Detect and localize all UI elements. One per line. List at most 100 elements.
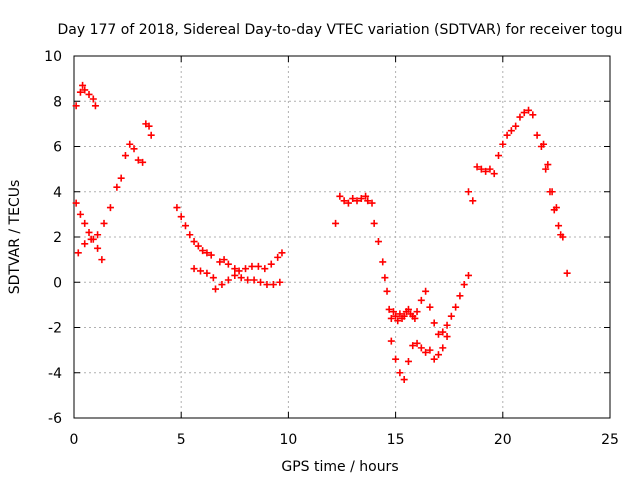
data-point <box>224 276 232 284</box>
data-point <box>464 271 472 279</box>
data-point <box>533 131 541 139</box>
data-point <box>134 156 142 164</box>
data-points <box>72 81 571 384</box>
grid <box>74 56 610 418</box>
data-point <box>254 262 262 270</box>
data-point <box>400 312 408 320</box>
data-point <box>100 219 108 227</box>
data-point <box>396 310 404 318</box>
data-point <box>544 161 552 169</box>
data-point <box>278 249 286 257</box>
data-point <box>173 204 181 212</box>
data-point <box>121 152 129 160</box>
data-point <box>147 131 155 139</box>
data-point <box>409 342 417 350</box>
data-point <box>439 344 447 352</box>
data-point <box>98 256 106 264</box>
data-point <box>203 249 211 257</box>
data-point <box>190 238 198 246</box>
data-point <box>404 357 412 365</box>
data-point <box>250 276 258 284</box>
data-point <box>456 292 464 300</box>
data-point <box>413 308 421 316</box>
data-point <box>81 86 89 94</box>
data-point <box>76 210 84 218</box>
data-point <box>392 312 400 320</box>
data-point <box>396 369 404 377</box>
data-point <box>87 235 95 243</box>
data-point <box>379 258 387 266</box>
data-point <box>263 281 271 289</box>
data-point <box>276 278 284 286</box>
y-tick-label: 8 <box>53 94 62 110</box>
data-point <box>130 145 138 153</box>
data-point <box>194 242 202 250</box>
data-point <box>231 265 239 273</box>
data-point <box>181 222 189 230</box>
data-point <box>190 265 198 273</box>
data-point <box>387 314 395 322</box>
data-point <box>404 305 412 313</box>
data-point <box>203 269 211 277</box>
data-point <box>274 253 282 261</box>
data-point <box>81 219 89 227</box>
data-point <box>516 113 524 121</box>
data-point <box>422 287 430 295</box>
data-point <box>85 90 93 98</box>
data-point <box>430 355 438 363</box>
y-tick-label: 10 <box>44 49 62 65</box>
data-point <box>368 199 376 207</box>
data-point <box>499 140 507 148</box>
data-point <box>422 348 430 356</box>
data-point <box>235 267 243 275</box>
data-point <box>370 219 378 227</box>
data-point <box>224 260 232 268</box>
data-point <box>244 276 252 284</box>
data-point <box>394 317 402 325</box>
data-point <box>117 174 125 182</box>
data-point <box>74 249 82 257</box>
data-point <box>383 287 391 295</box>
chart-title: Day 177 of 2018, Sidereal Day-to-day VTE… <box>57 22 622 38</box>
data-point <box>482 167 490 175</box>
data-point <box>552 204 560 212</box>
data-point <box>392 355 400 363</box>
data-point <box>469 197 477 205</box>
data-point <box>186 231 194 239</box>
data-point <box>364 197 372 205</box>
data-point <box>413 339 421 347</box>
data-point <box>490 170 498 178</box>
data-point <box>357 195 365 203</box>
x-tick-label: 5 <box>177 432 186 448</box>
data-point <box>94 231 102 239</box>
data-point <box>426 346 434 354</box>
data-point <box>381 274 389 282</box>
y-tick-label: 2 <box>53 230 62 246</box>
x-tick-label: 25 <box>601 432 619 448</box>
data-point <box>267 260 275 268</box>
y-tick-label: -2 <box>48 321 62 337</box>
data-point <box>443 333 451 341</box>
data-point <box>520 109 528 117</box>
data-point <box>411 314 419 322</box>
data-point <box>417 344 425 352</box>
data-point <box>72 102 80 110</box>
data-point <box>495 152 503 160</box>
data-point <box>139 158 147 166</box>
data-point <box>452 303 460 311</box>
data-point <box>374 238 382 246</box>
data-point <box>126 140 134 148</box>
y-tick-label: 4 <box>53 185 62 201</box>
data-point <box>231 271 239 279</box>
data-point <box>113 183 121 191</box>
data-point <box>525 106 533 114</box>
data-point <box>199 247 207 255</box>
data-point <box>557 231 565 239</box>
data-point <box>79 81 87 89</box>
data-point <box>486 165 494 173</box>
data-point <box>237 274 245 282</box>
data-point <box>460 281 468 289</box>
data-point <box>353 197 361 205</box>
data-point <box>426 303 434 311</box>
